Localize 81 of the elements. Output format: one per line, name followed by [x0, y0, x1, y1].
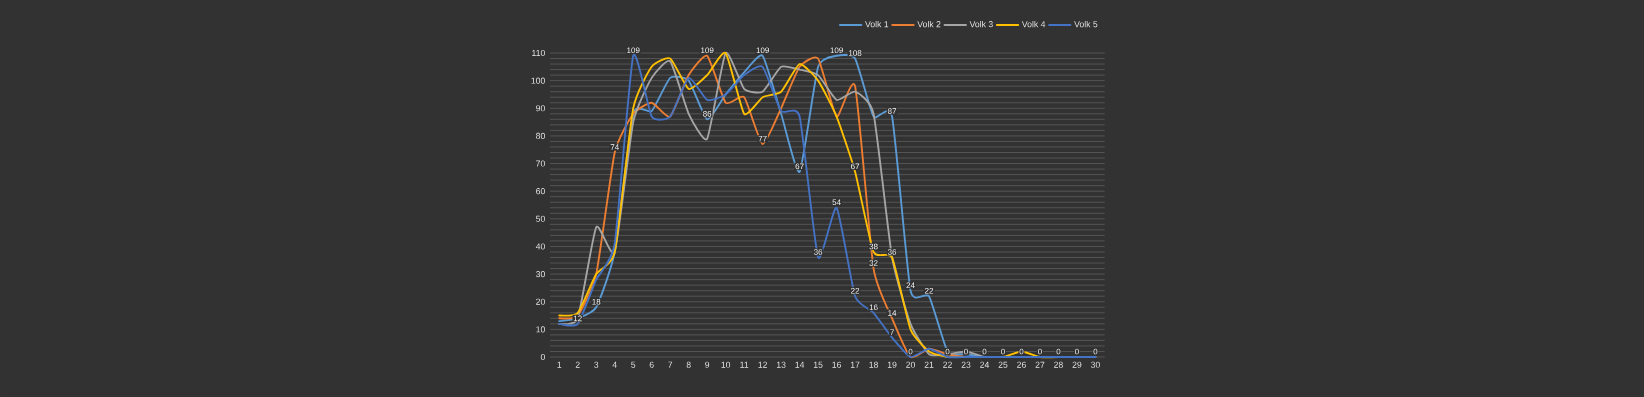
- y-tick-label: 70: [536, 160, 545, 167]
- data-label: 54: [832, 199, 841, 206]
- data-label: 0: [1093, 348, 1098, 355]
- data-label: 67: [851, 163, 860, 170]
- data-label: 67: [795, 163, 804, 170]
- data-label: 109: [830, 47, 843, 54]
- x-tick-label: 21: [924, 361, 934, 368]
- data-label: 86: [703, 111, 712, 117]
- data-label: 22: [851, 287, 860, 294]
- x-tick-label: 1: [557, 361, 562, 368]
- x-tick-label: 13: [776, 361, 786, 368]
- x-tick-label: 7: [668, 361, 673, 368]
- data-label: 0: [1019, 348, 1024, 355]
- x-tick-label: 27: [1035, 361, 1045, 368]
- x-tick-label: 18: [869, 361, 878, 368]
- y-tick-label: 50: [536, 215, 545, 222]
- y-tick-label: 20: [536, 298, 545, 305]
- legend-label: Volk 2: [917, 20, 941, 28]
- data-label: 109: [627, 47, 640, 54]
- legend-label: Volk 5: [1074, 20, 1098, 28]
- data-label: 0: [1056, 348, 1061, 355]
- data-label: 109: [701, 47, 714, 54]
- x-tick-label: 3: [594, 361, 599, 368]
- data-label: 77: [758, 136, 767, 142]
- data-label: 0: [982, 348, 987, 355]
- x-tick-label: 15: [813, 361, 823, 368]
- y-tick-label: 60: [536, 188, 545, 195]
- x-tick-label: 4: [612, 361, 617, 368]
- x-tick-label: 26: [1017, 361, 1026, 368]
- x-tick-label: 16: [832, 361, 842, 368]
- x-tick-label: 2: [575, 361, 580, 368]
- data-label: 0: [1038, 348, 1042, 355]
- x-tick-label: 9: [705, 361, 710, 368]
- data-label: 14: [888, 310, 897, 316]
- x-tick-label: 19: [887, 361, 897, 368]
- data-label: 32: [869, 260, 878, 266]
- x-tick-label: 8: [686, 361, 691, 368]
- y-tick-label: 30: [536, 271, 545, 278]
- data-label: 0: [964, 348, 968, 355]
- x-tick-label: 17: [850, 361, 860, 368]
- x-tick-label: 23: [961, 361, 971, 368]
- data-label: 22: [924, 287, 934, 294]
- x-tick-label: 6: [649, 361, 654, 368]
- data-label: 36: [813, 249, 823, 255]
- x-tick-label: 29: [1072, 361, 1082, 368]
- x-tick-label: 5: [631, 361, 636, 368]
- y-tick-label: 90: [536, 105, 545, 112]
- legend-label: Volk 3: [969, 20, 993, 28]
- x-tick-label: 25: [998, 361, 1008, 368]
- data-label: 24: [906, 282, 915, 288]
- data-label: 16: [869, 304, 878, 311]
- x-tick-label: 30: [1090, 361, 1100, 368]
- x-tick-label: 24: [980, 361, 990, 368]
- data-label: 0: [945, 348, 950, 355]
- y-tick-label: 100: [531, 77, 545, 84]
- data-label: 18: [592, 298, 601, 305]
- x-tick-label: 14: [795, 361, 805, 368]
- x-tick-label: 11: [740, 361, 749, 368]
- legend-label: Volk 4: [1021, 20, 1046, 28]
- x-tick-label: 10: [721, 361, 731, 368]
- data-label: 7: [890, 329, 894, 335]
- y-tick-label: 0: [540, 353, 545, 361]
- legend-label: Volk 1: [865, 20, 889, 28]
- y-tick-label: 110: [532, 49, 545, 57]
- data-label: 87: [887, 108, 897, 114]
- data-label: 0: [1075, 348, 1079, 355]
- y-tick-label: 80: [536, 132, 545, 139]
- data-label: 36: [887, 249, 897, 255]
- x-tick-label: 12: [758, 361, 767, 368]
- data-label: 38: [869, 243, 878, 250]
- y-tick-label: 10: [536, 326, 545, 333]
- y-tick-label: 40: [535, 243, 545, 250]
- data-label: 0: [1001, 348, 1005, 355]
- data-label: 74: [610, 144, 619, 150]
- data-label: 12: [573, 315, 582, 322]
- data-label: 108: [849, 50, 862, 56]
- x-tick-label: 28: [1054, 361, 1063, 368]
- x-tick-label: 20: [906, 361, 916, 368]
- data-label: 0: [908, 348, 913, 355]
- x-tick-label: 22: [943, 361, 952, 368]
- data-label: 109: [756, 47, 769, 54]
